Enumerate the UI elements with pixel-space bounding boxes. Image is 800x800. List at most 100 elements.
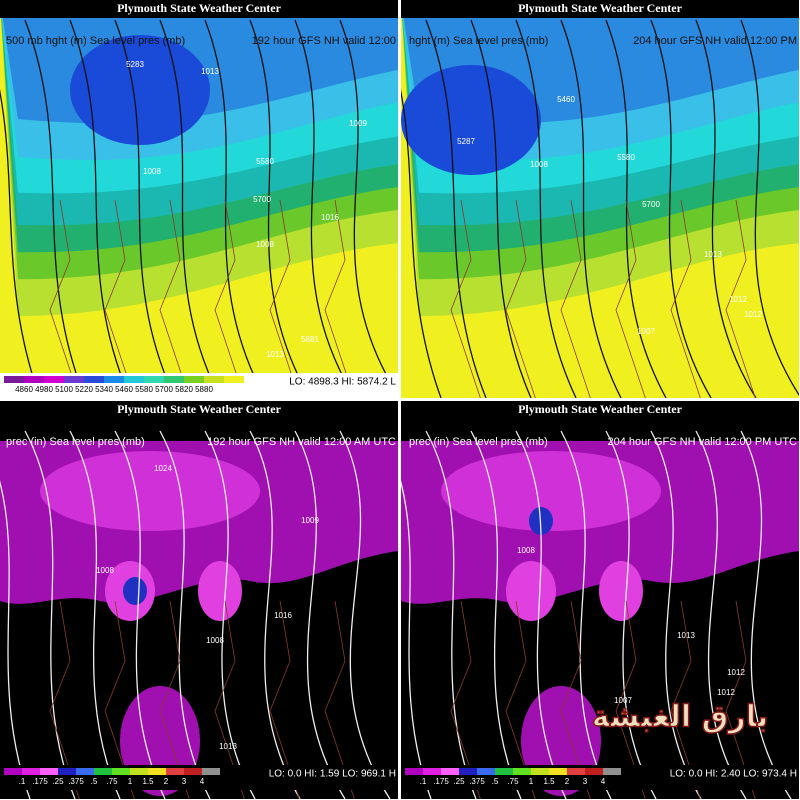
colorbar-label: 5880 (195, 385, 213, 394)
colorbar-swatch (477, 768, 495, 775)
isobar (650, 19, 712, 398)
colorbar-swatch (603, 768, 621, 775)
border (324, 199, 355, 398)
isobar (24, 430, 76, 799)
isobar (69, 19, 131, 398)
colorbar-swatch (84, 376, 104, 383)
isobar (339, 430, 391, 799)
isobar (159, 19, 221, 398)
contour-label: 1008 (530, 160, 548, 169)
border (450, 600, 481, 799)
colorbar-label: 2 (565, 777, 570, 786)
contour-label: 5283 (126, 60, 144, 69)
header-right: 192 hour GFS NH valid 12:00 (252, 35, 396, 47)
isobar (695, 19, 757, 398)
colorbar-swatch (22, 768, 40, 775)
map-panel: 5287 5460 1008 5580 5700 1013 1012 1012 1007 hght… (401, 0, 799, 398)
colorbar-swatch (40, 768, 58, 775)
contour-label: 5460 (557, 95, 575, 104)
contour-label: 5700 (253, 195, 271, 204)
border (670, 600, 701, 799)
colorbar-swatch (44, 376, 64, 383)
colorbar-swatch (130, 768, 148, 775)
map-area: 1024 1009 1008 1016 1008 1013 prec (in) Sea le… (0, 401, 398, 799)
border (505, 600, 536, 799)
colorbar-label: .375 (469, 777, 485, 786)
colorbar-label: .1 (19, 777, 26, 786)
isobar (515, 430, 567, 799)
border (725, 199, 756, 398)
colorbar-swatch (112, 768, 130, 775)
map-area: 5283101310085580570010091016100810135881… (0, 0, 398, 398)
isobar (650, 430, 702, 799)
border (104, 600, 135, 799)
border (505, 199, 536, 398)
isobar (470, 430, 522, 799)
colorbar-label: .5 (91, 777, 98, 786)
contour-label: 5580 (617, 153, 635, 162)
colorbar-swatch (567, 768, 585, 775)
colorbar-label: 5340 (95, 385, 113, 394)
colorbar-swatch (148, 768, 166, 775)
low-center (70, 35, 210, 145)
colorbar-label: 4980 (35, 385, 53, 394)
isobar (401, 89, 442, 398)
isobar (560, 19, 622, 398)
map-panel: 1008 1013 1012 1012 1007 prec (in) Sea level … (401, 401, 799, 799)
colorbar-swatch (104, 376, 124, 383)
map-panel: 5283101310085580570010091016100810135881… (0, 0, 398, 398)
contour-label: 5700 (642, 200, 660, 209)
colorbar-swatch (184, 376, 204, 383)
banner-title: Plymouth State Weather Center (117, 1, 282, 15)
banner (0, 401, 398, 419)
colorbar-label: .175 (433, 777, 449, 786)
colorbar-label: 1.5 (543, 777, 555, 786)
header-left: 500 mb hght (m) Sea level pres (mb) (6, 35, 185, 47)
border (269, 600, 300, 799)
contour-label: 5580 (256, 157, 274, 166)
contour-label: 1024 (154, 464, 172, 473)
colorbar-swatch (166, 768, 184, 775)
isobar (114, 430, 166, 799)
isobar (24, 19, 86, 398)
colorbar-swatch (423, 768, 441, 775)
colorbar-label: 5700 (155, 385, 173, 394)
border (725, 600, 756, 799)
colorbar-label: 5220 (75, 385, 93, 394)
colorbar-label: .75 (106, 777, 118, 786)
colorbar-swatch (459, 768, 477, 775)
colorbar-swatch (204, 376, 224, 383)
contour-label: 1012 (717, 688, 735, 697)
precip-max (123, 577, 147, 605)
colorbar-swatch (94, 768, 112, 775)
banner-title: Plymouth State Weather Center (117, 402, 282, 416)
colorbar-label: .1 (420, 777, 427, 786)
colorbar-swatch (164, 376, 184, 383)
border (269, 199, 300, 398)
border (214, 199, 245, 398)
precip-core (599, 561, 643, 621)
banner-title: Plymouth State Weather Center (518, 1, 683, 15)
contour-label: 1013 (201, 67, 219, 76)
colorbar-swatch (184, 768, 202, 775)
low-center (401, 65, 541, 175)
banner (401, 0, 799, 18)
contour-label: 1009 (349, 119, 367, 128)
isobar (605, 430, 657, 799)
isobar (294, 430, 346, 799)
colorbar-label: .175 (32, 777, 48, 786)
precip-core (198, 561, 242, 621)
colorbar-label: 2 (164, 777, 169, 786)
isobar (69, 430, 121, 799)
isobar (425, 19, 487, 398)
header-left: prec (in) Sea level pres (mb) (409, 436, 548, 448)
contour-label: 1008 (256, 240, 274, 249)
colorbar-swatch (513, 768, 531, 775)
border (159, 600, 190, 799)
precip-core (441, 451, 661, 531)
isobar (515, 19, 577, 398)
colorbar-swatch (405, 768, 423, 775)
contour-label: 1013 (704, 250, 722, 259)
watermark: بارق الغبشة (592, 700, 769, 735)
isobar (114, 19, 176, 398)
